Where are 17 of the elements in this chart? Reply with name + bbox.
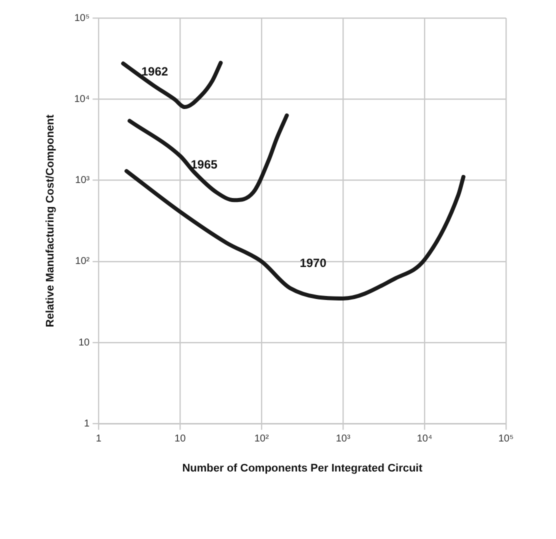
x-tick-label: 10² <box>254 434 270 445</box>
x-tick-label: 10³ <box>336 434 351 445</box>
y-tick-label: 1 <box>84 418 90 430</box>
x-tick-label: 10⁵ <box>498 434 514 445</box>
y-tick-label: 10² <box>75 256 90 268</box>
x-tick-label: 10 <box>174 434 186 445</box>
y-tick-label: 10⁴ <box>74 94 90 105</box>
series-label: 1962 <box>141 64 168 78</box>
y-axis-title: Relative Manufacturing Cost/Component <box>44 114 57 328</box>
y-tick-label: 10⁵ <box>74 12 90 24</box>
series-label: 1965 <box>190 157 218 172</box>
x-tick-label: 10⁴ <box>416 434 432 445</box>
y-tick-label: 10 <box>78 337 90 348</box>
x-axis-title: Number of Components Per Integrated Circuit <box>182 462 423 474</box>
y-tick-label: 10³ <box>75 175 90 186</box>
series-label: 1970 <box>300 256 327 270</box>
x-tick-label: 1 <box>96 434 102 445</box>
